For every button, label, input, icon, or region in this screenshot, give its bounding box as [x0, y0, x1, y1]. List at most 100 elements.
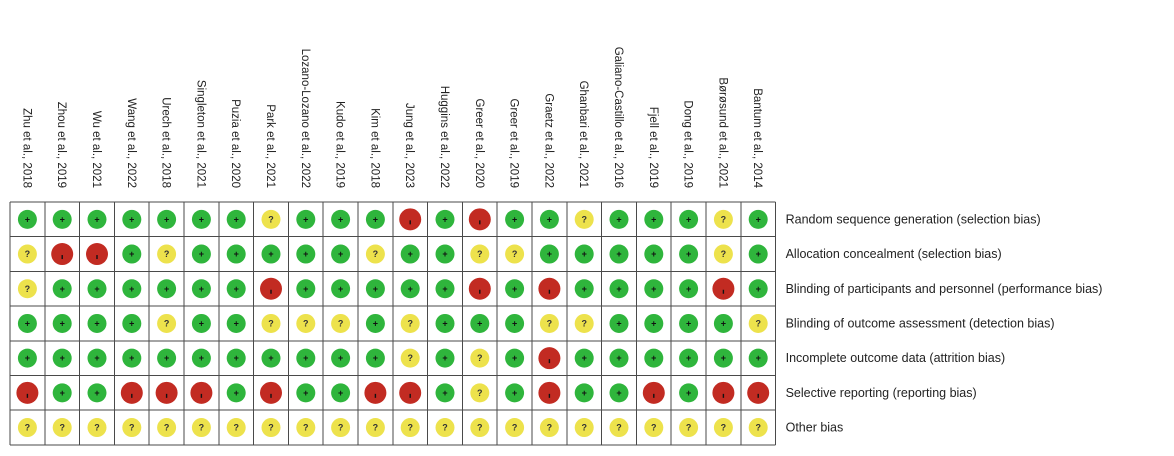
- low-risk-mark-symbol: +: [582, 284, 587, 294]
- low-risk-mark-circle: [226, 209, 246, 229]
- unclear-risk-mark: ?: [261, 313, 281, 333]
- low-risk-mark-symbol: +: [686, 388, 691, 398]
- low-risk-mark-symbol: +: [268, 249, 273, 259]
- low-risk-mark: +: [644, 313, 664, 333]
- low-risk-mark-symbol: +: [686, 284, 691, 294]
- low-risk-mark: +: [122, 348, 142, 368]
- low-risk-mark-symbol: +: [199, 353, 204, 363]
- unclear-risk-mark: ?: [87, 418, 107, 438]
- judgement-grid: [9, 201, 777, 446]
- low-risk-mark: +: [17, 209, 37, 229]
- high-risk-mark-circle: [538, 381, 561, 404]
- unclear-risk-mark: ?: [470, 348, 490, 368]
- unclear-risk-mark-symbol: ?: [303, 423, 309, 433]
- unclear-risk-mark: ?: [122, 418, 142, 438]
- low-risk-mark: +: [609, 279, 629, 299]
- high-risk-mark-circle: [538, 347, 561, 370]
- unclear-risk-mark-circle: [261, 418, 281, 438]
- low-risk-mark-circle: [365, 209, 385, 229]
- low-risk-mark-symbol: +: [234, 353, 239, 363]
- high-risk-mark: [190, 381, 213, 404]
- unclear-risk-mark-symbol: ?: [373, 249, 379, 259]
- low-risk-mark-circle: [122, 209, 142, 229]
- low-risk-mark: +: [435, 244, 455, 264]
- low-risk-mark-circle: [87, 209, 107, 229]
- low-risk-mark: +: [17, 348, 37, 368]
- low-risk-mark-symbol: +: [199, 249, 204, 259]
- domain-label: Blinding of participants and personnel (…: [786, 282, 1103, 296]
- low-risk-mark-circle: [644, 348, 664, 368]
- unclear-risk-mark: ?: [296, 418, 316, 438]
- low-risk-mark-symbol: +: [338, 353, 343, 363]
- low-risk-mark-circle: [191, 348, 211, 368]
- low-risk-mark-symbol: +: [303, 249, 308, 259]
- unclear-risk-mark-symbol: ?: [755, 318, 761, 328]
- low-risk-mark-circle: [679, 279, 699, 299]
- low-risk-mark: +: [609, 348, 629, 368]
- low-risk-mark: +: [226, 244, 246, 264]
- low-risk-mark-symbol: +: [651, 214, 656, 224]
- low-risk-mark-symbol: +: [686, 353, 691, 363]
- low-risk-mark-circle: [748, 348, 768, 368]
- low-risk-mark-symbol: +: [547, 214, 552, 224]
- high-risk-mark: [468, 277, 491, 300]
- unclear-risk-mark-symbol: ?: [581, 318, 587, 328]
- low-risk-mark: +: [644, 279, 664, 299]
- unclear-risk-mark-circle: [296, 313, 316, 333]
- study-label: Greer et al., 2020: [473, 99, 485, 189]
- low-risk-mark: +: [122, 244, 142, 264]
- low-risk-mark-circle: [679, 313, 699, 333]
- low-risk-mark-circle: [87, 383, 107, 403]
- domain-labels: Random sequence generation (selection bi…: [786, 212, 1103, 434]
- study-label: Dong et al., 2019: [682, 100, 694, 188]
- low-risk-mark: +: [748, 244, 768, 264]
- low-risk-mark: +: [574, 279, 594, 299]
- low-risk-mark: +: [191, 209, 211, 229]
- unclear-risk-mark-symbol: ?: [512, 249, 518, 259]
- high-risk-mark: [538, 381, 561, 404]
- high-risk-mark-circle: [16, 381, 39, 404]
- high-risk-mark: [399, 208, 422, 231]
- unclear-risk-mark-circle: [713, 209, 733, 229]
- high-risk-mark: [155, 381, 178, 404]
- low-risk-mark: +: [609, 209, 629, 229]
- high-risk-mark-circle: [712, 277, 735, 300]
- high-risk-mark: [538, 347, 561, 370]
- low-risk-mark: +: [296, 348, 316, 368]
- low-risk-mark-circle: [52, 313, 72, 333]
- low-risk-mark: +: [261, 244, 281, 264]
- low-risk-mark: +: [679, 383, 699, 403]
- unclear-risk-mark-circle: [17, 244, 37, 264]
- study-label: Wu et al., 2021: [90, 111, 102, 188]
- low-risk-mark-symbol: +: [373, 284, 378, 294]
- study-label: Kudo et al., 2019: [334, 101, 346, 188]
- unclear-risk-mark-symbol: ?: [407, 423, 413, 433]
- low-risk-mark: +: [52, 279, 72, 299]
- unclear-risk-mark-symbol: ?: [721, 423, 727, 433]
- unclear-risk-mark-circle: [470, 418, 490, 438]
- unclear-risk-mark-circle: [365, 418, 385, 438]
- unclear-risk-mark-circle: [261, 209, 281, 229]
- low-risk-mark-circle: [748, 209, 768, 229]
- unclear-risk-mark-circle: [157, 418, 177, 438]
- low-risk-mark-symbol: +: [756, 214, 761, 224]
- low-risk-mark-symbol: +: [234, 388, 239, 398]
- unclear-risk-mark-symbol: ?: [755, 423, 761, 433]
- low-risk-mark: +: [365, 209, 385, 229]
- high-risk-mark: [51, 243, 74, 266]
- high-risk-mark: [712, 381, 735, 404]
- low-risk-mark-circle: [191, 279, 211, 299]
- low-risk-mark-symbol: +: [756, 353, 761, 363]
- low-risk-mark-symbol: +: [129, 353, 134, 363]
- low-risk-mark-symbol: +: [512, 388, 517, 398]
- unclear-risk-mark: ?: [226, 418, 246, 438]
- low-risk-mark-symbol: +: [268, 353, 273, 363]
- unclear-risk-mark-symbol: ?: [268, 318, 274, 328]
- low-risk-mark-circle: [435, 279, 455, 299]
- low-risk-mark-symbol: +: [303, 353, 308, 363]
- low-risk-mark: +: [122, 279, 142, 299]
- high-risk-mark-circle: [86, 243, 108, 266]
- low-risk-mark-symbol: +: [582, 388, 587, 398]
- low-risk-mark: +: [296, 383, 316, 403]
- high-risk-mark: [364, 381, 387, 404]
